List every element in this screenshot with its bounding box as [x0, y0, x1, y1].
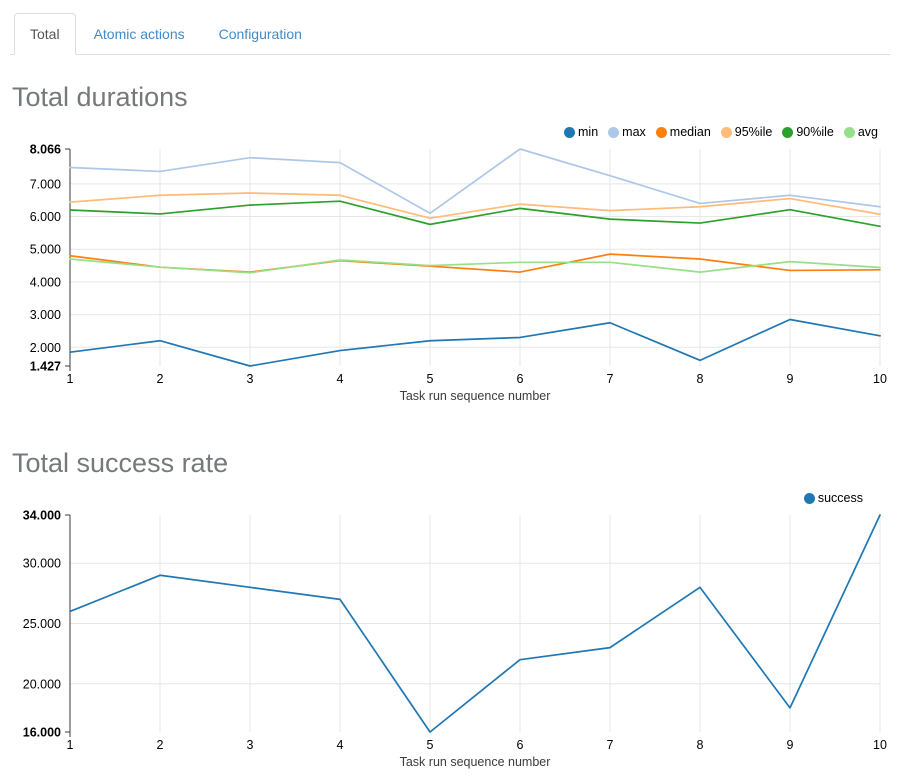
series-line-success [69, 514, 881, 733]
y-tick-label: 3.000 [30, 308, 61, 322]
x-tick-label: 9 [787, 372, 794, 386]
legend-label-success: success [817, 491, 863, 505]
y-tick-label: 20.000 [23, 677, 61, 691]
legend-label-median: median [669, 125, 711, 139]
total-success-rate-title: Total success rate [12, 448, 229, 478]
tab-total[interactable]: Total [14, 13, 76, 55]
y-tick-label: 7.000 [30, 177, 61, 191]
x-tick-label: 8 [697, 738, 704, 752]
total-success-rate-chart-canvas: 34.000 20.000 25.000 30.000 16.000 1 2 3 4 5 6 7 8 9 1… [23, 509, 887, 770]
series-line-max [69, 148, 881, 215]
legend-item-success[interactable]: success [803, 491, 863, 505]
legend-dot-avg-icon [843, 126, 855, 138]
x-tick-label: 9 [787, 738, 794, 752]
legend-label-max: max [622, 125, 646, 139]
tab-atomic-actions[interactable]: Atomic actions [93, 26, 185, 42]
x-tick-label: 1 [67, 372, 74, 386]
x-tick-label: 5 [427, 372, 434, 386]
x-tick-label: 1 [67, 738, 74, 752]
x-tick-label: 5 [427, 738, 434, 752]
y-tick-label: 5.000 [30, 243, 61, 257]
y-axis-minmax-label: 1.427 [30, 360, 61, 374]
tab-bar: Total Atomic actions Configuration [10, 13, 890, 55]
y-tick-label: 30.000 [23, 557, 61, 571]
legend-label-95-ile: 95%ile [734, 125, 773, 139]
total-durations-legend: min max median 95%ile 90%ile avg [554, 125, 878, 139]
x-tick-label: 10 [873, 738, 887, 752]
legend-item-95-ile[interactable]: 95%ile [720, 125, 773, 139]
legend-label-90-ile: 90%ile [796, 125, 834, 139]
y-tick-label: 6.000 [30, 210, 61, 224]
section-total-success-rate: Total success rate 34.000 20.000 25.000 30.… [10, 448, 890, 774]
total-durations-chart-canvas: 8.066 2.000 3.000 4.000 5.000 6.000 7.000 1.427… [30, 143, 887, 404]
total-success-rate-chart: 34.000 20.000 25.000 30.000 16.000 1 2 3 4 5 6 7 8 9 1… [10, 482, 890, 774]
x-tick-label: 7 [607, 738, 614, 752]
x-tick-label: 2 [157, 738, 164, 752]
x-tick-label: 7 [607, 372, 614, 386]
legend-dot-median-icon [655, 126, 667, 138]
legend-dot-success-icon [803, 492, 815, 504]
legend-item-min[interactable]: min [564, 125, 598, 139]
total-durations-title: Total durations [12, 82, 188, 112]
y-tick-label: 4.000 [30, 275, 61, 289]
x-tick-label: 10 [873, 372, 887, 386]
y-tick-label: 25.000 [23, 617, 61, 631]
y-axis-minmax-label: 34.000 [23, 509, 61, 523]
legend-dot-95-ile-icon [720, 126, 732, 138]
section-total-durations: Total durations 8.066 2.000 3.000 4.000 5.00… [10, 82, 890, 408]
legend-item-90-ile[interactable]: 90%ile [782, 125, 834, 139]
x-tick-label: 4 [337, 372, 344, 386]
legend-dot-90-ile-icon [782, 126, 794, 138]
x-axis-title: Task run sequence number [400, 755, 551, 769]
y-tick-label: 2.000 [30, 341, 61, 355]
tab-configuration[interactable]: Configuration [218, 26, 302, 42]
total-durations-chart: 8.066 2.000 3.000 4.000 5.000 6.000 7.000 1.427… [10, 116, 890, 408]
series-line-min [69, 318, 881, 367]
legend-dot-min-icon [564, 126, 575, 138]
series-line-avg [69, 258, 881, 274]
series-line-95-ile [69, 192, 881, 220]
legend-item-avg[interactable]: avg [843, 125, 878, 139]
x-tick-label: 4 [337, 738, 344, 752]
x-tick-label: 6 [517, 372, 524, 386]
legend-item-max[interactable]: max [608, 125, 646, 139]
series-line-90-ile [69, 200, 881, 228]
y-axis-minmax-label: 8.066 [30, 143, 61, 157]
x-tick-label: 2 [157, 372, 164, 386]
x-axis-title: Task run sequence number [400, 389, 551, 403]
legend-item-median[interactable]: median [655, 125, 711, 139]
total-success-rate-legend: success [794, 491, 863, 505]
legend-label-avg: avg [857, 125, 878, 139]
legend-dot-max-icon [608, 126, 620, 138]
x-tick-label: 3 [247, 372, 254, 386]
x-tick-label: 8 [697, 372, 704, 386]
x-tick-label: 6 [517, 738, 524, 752]
y-axis-minmax-label: 16.000 [23, 726, 61, 740]
x-tick-label: 3 [247, 738, 254, 752]
legend-label-min: min [578, 125, 599, 139]
